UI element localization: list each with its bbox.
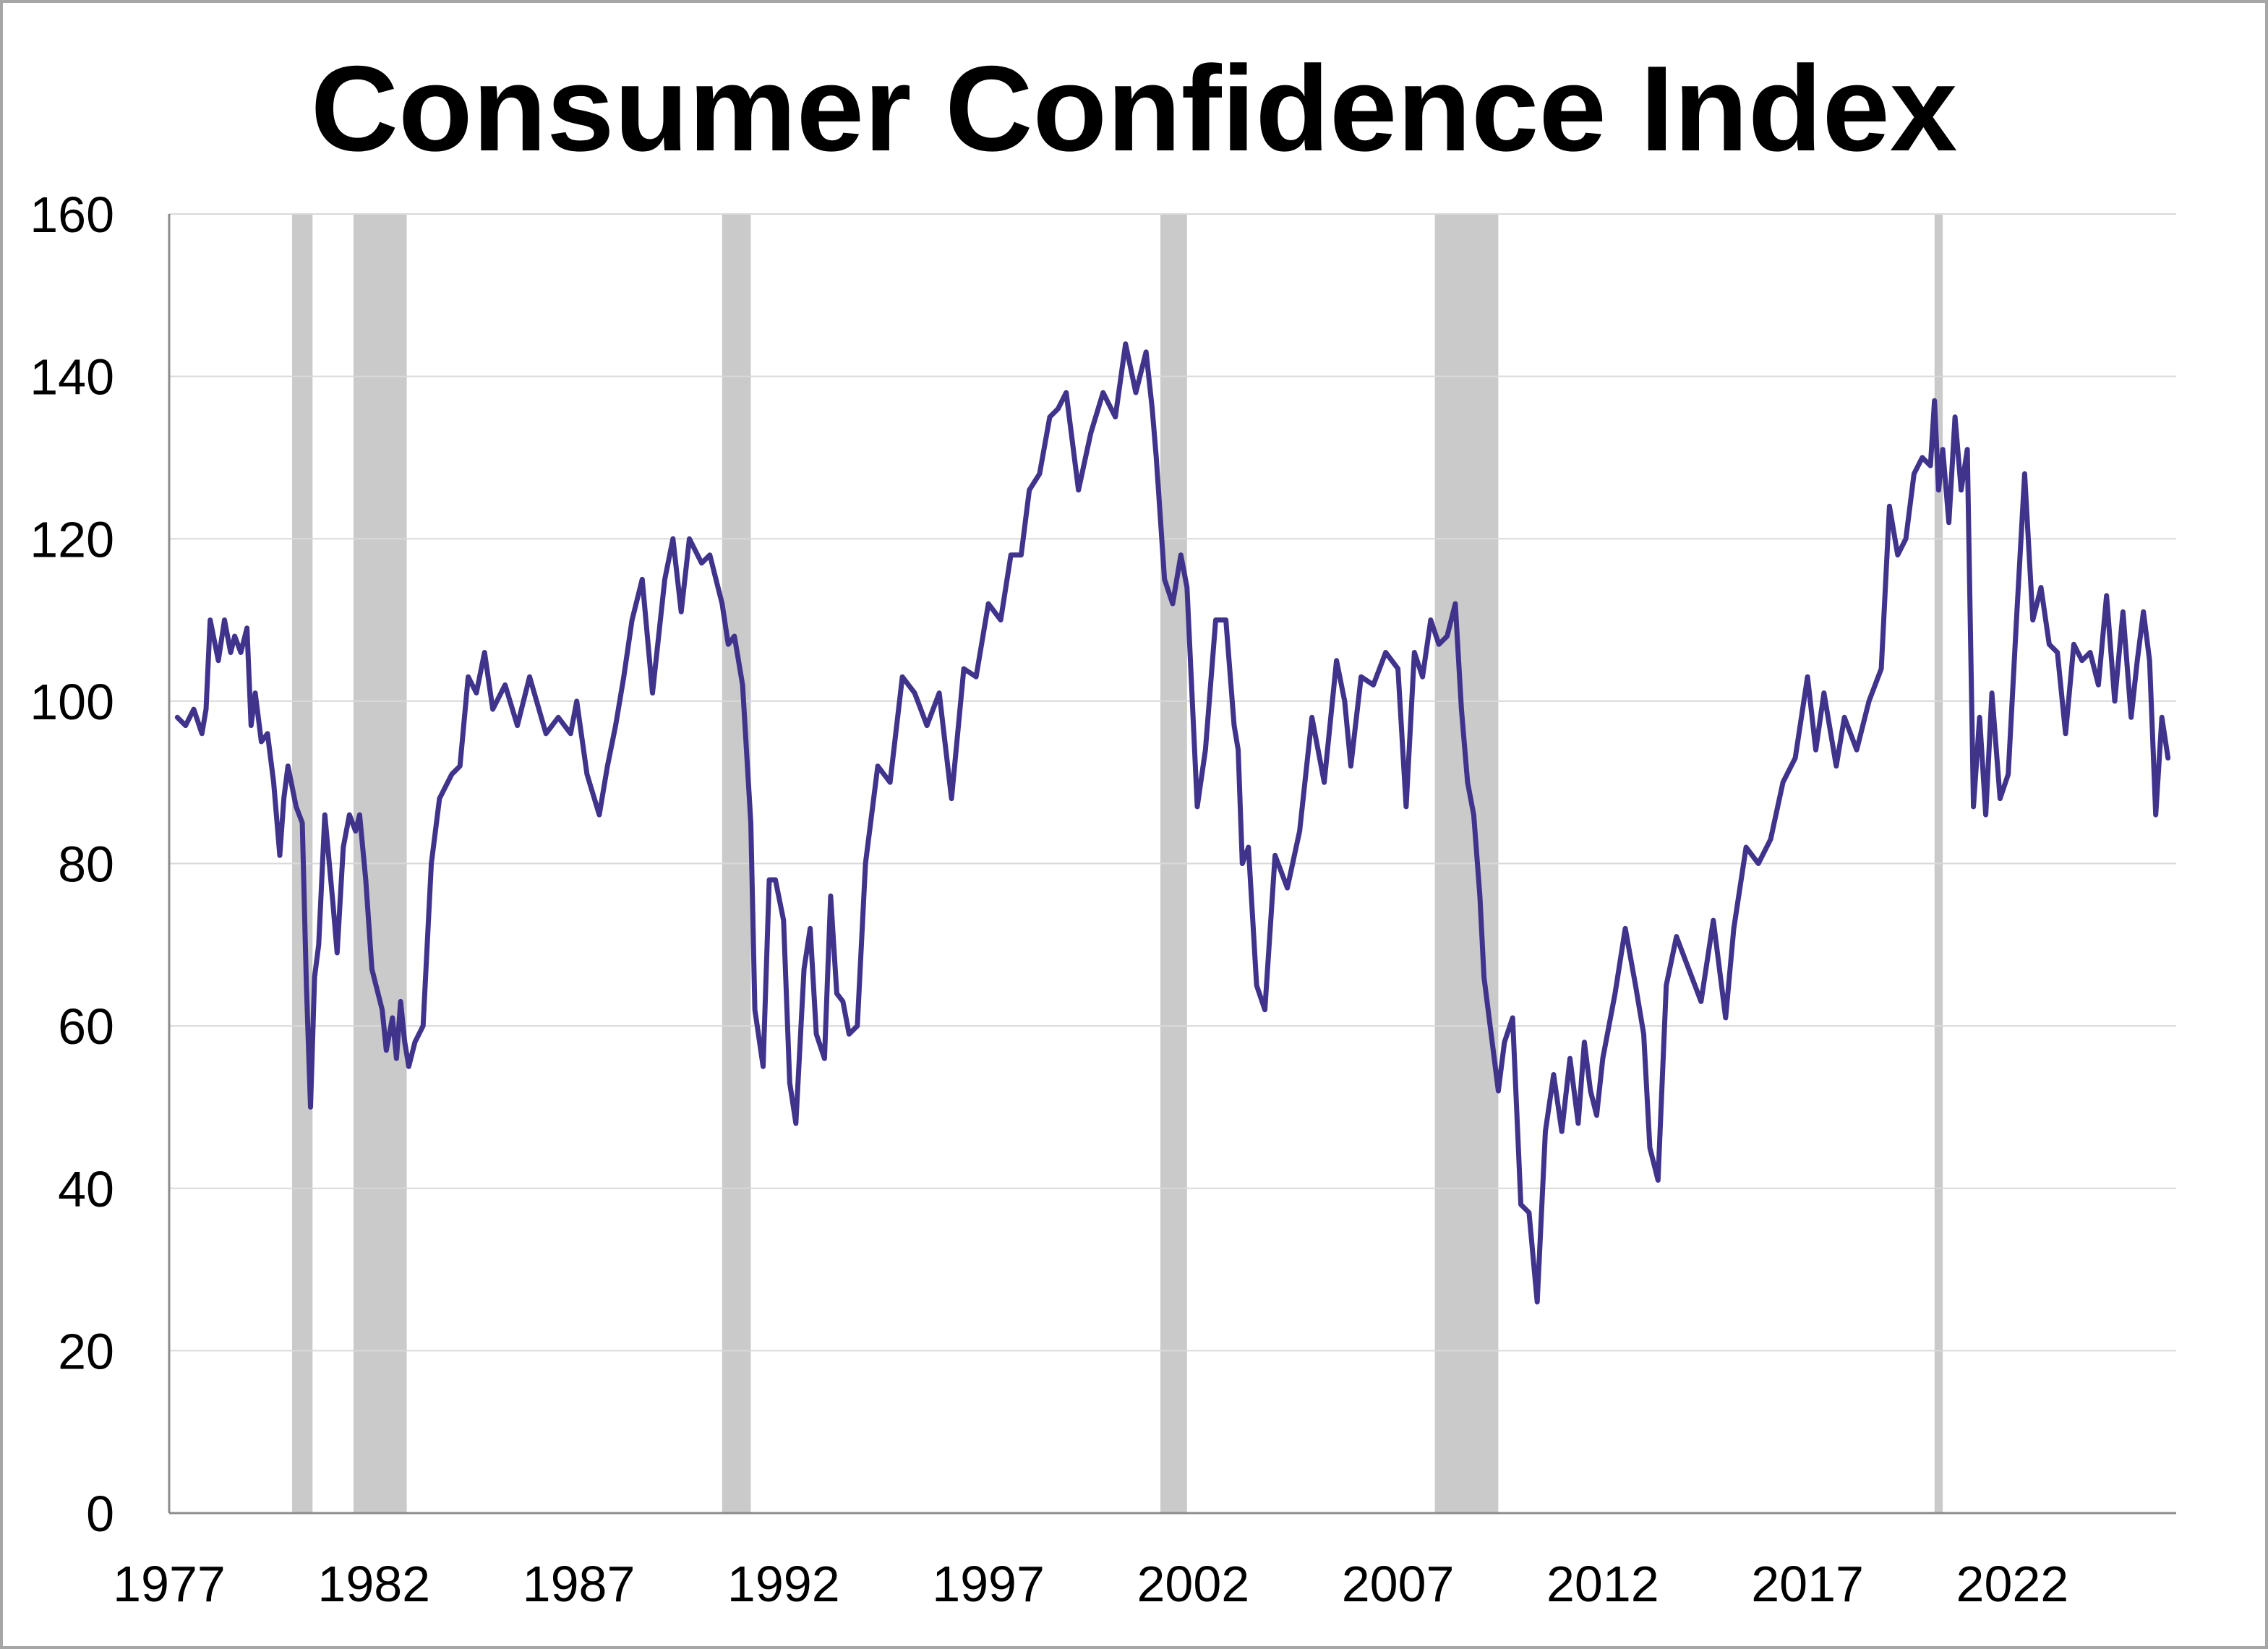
y-tick-label: 80 [58,836,114,893]
chart-title: Consumer Confidence Index [310,40,1958,176]
x-tick-label: 2007 [1342,1556,1455,1612]
x-tick-label: 1992 [727,1556,840,1612]
y-tick-labels: 0 20 40 60 80 100 120 140 160 [30,187,114,1542]
y-tick-label: 120 [30,511,114,567]
plot-lines [174,341,2171,1305]
x-tick-label: 1977 [113,1556,226,1612]
x-tick-labels: 1977 1982 1987 1992 1997 2002 2007 2012 2017 2022 [113,1556,2068,1612]
axes [168,214,2176,1515]
y-tick-label: 140 [30,349,114,406]
y-tick-label: 60 [58,998,114,1055]
x-tick-label: 1982 [317,1556,430,1612]
x-tick-label: 2012 [1546,1556,1659,1612]
x-tick-label: 1987 [523,1556,636,1612]
y-tick-label: 20 [58,1323,114,1379]
series-line [174,341,2171,1305]
y-tick-label: 40 [58,1161,114,1217]
x-tick-label: 2017 [1751,1556,1864,1612]
x-tick-label: 2002 [1137,1556,1249,1612]
x-tick-label: 1997 [932,1556,1045,1612]
gridlines [169,213,2176,1352]
y-tick-label: 160 [30,187,114,243]
y-tick-label: 0 [86,1486,114,1542]
y-tick-label: 100 [30,674,114,730]
x-tick-label: 2022 [1956,1556,2069,1612]
